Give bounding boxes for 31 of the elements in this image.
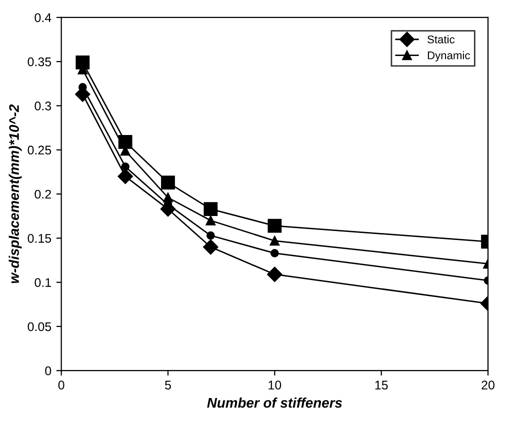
point [121,162,130,171]
point [270,236,280,246]
y-tick-label: 0.4 [34,13,52,22]
x-tick-label: 0 [58,380,64,390]
legend-label: Static [428,35,455,44]
y-tick-label: 0.25 [28,146,52,155]
x-axis-title: Number of stiffeners [207,398,342,408]
y-tick-label: 0 [45,366,52,376]
point [206,216,216,226]
y-tick-label: 0.15 [28,234,52,243]
y-tick-label: 0.2 [34,190,51,199]
y-tick-label: 0.1 [34,278,51,287]
point [161,176,175,190]
point [204,202,218,216]
y-tick-label: 0.35 [28,57,52,66]
x-tick-label: 10 [268,380,282,390]
point [267,266,282,282]
point [203,239,218,255]
y-axis-title: w-displacement(mm)*10^-2 [8,104,22,284]
point [76,56,90,70]
y-tick-label: 0.3 [34,102,52,110]
x-tick-label: 5 [165,380,171,390]
point [118,168,133,184]
point [268,218,282,233]
x-tick-label: 20 [482,380,494,390]
legend-label: Dynamic [428,51,470,62]
point [206,231,215,240]
point [118,134,132,149]
point [270,249,279,258]
y-tick-label: 0.05 [28,322,52,332]
x-tick-label: 15 [375,380,388,390]
